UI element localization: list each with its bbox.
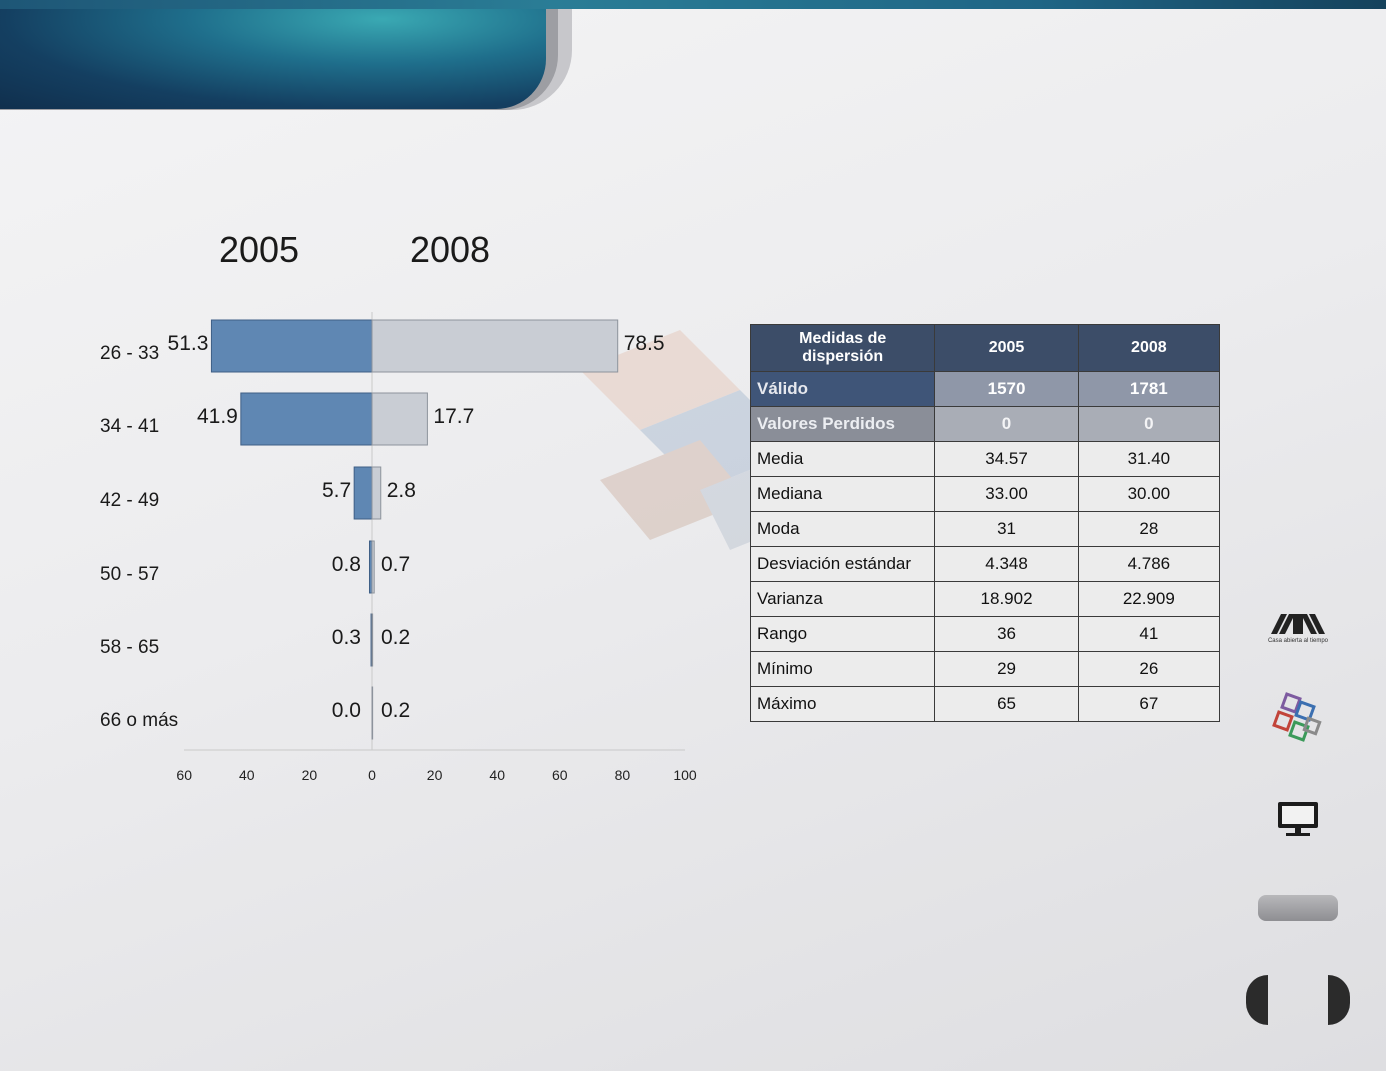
x-tick-label: 20: [302, 767, 318, 783]
legend-2005: 2005: [219, 229, 299, 270]
dispersion-table: Medidas de dispersión 2005 2008 Válido 15…: [749, 324, 1221, 722]
value-2008: 1781: [1077, 371, 1221, 407]
legend-2008: 2008: [410, 229, 490, 270]
value-label-2005: 51.3: [168, 332, 209, 355]
value-label-2008: 0.2: [381, 699, 410, 722]
value-2005: 1570: [934, 371, 1079, 407]
value-2008: 26: [1077, 651, 1221, 687]
category-label: 34 - 41: [100, 416, 159, 437]
header-2008: 2008: [1077, 324, 1221, 372]
row-label: Válido: [749, 371, 936, 407]
value-2005: 65: [934, 686, 1079, 722]
table-row: Mediana 33.00 30.00: [749, 476, 1221, 512]
value-label-2008: 17.7: [433, 405, 474, 428]
bar-2008: [371, 392, 428, 446]
bar-2008: [371, 686, 374, 740]
value-2008: 22.909: [1077, 581, 1221, 617]
value-2008: 41: [1077, 616, 1221, 652]
value-label-2008: 0.2: [381, 626, 410, 649]
value-label-2008: 2.8: [387, 479, 416, 502]
table-row: Válido 1570 1781: [749, 371, 1221, 407]
value-label-2005: 41.9: [197, 405, 238, 428]
header-tab: [0, 9, 546, 109]
value-label-2005: 5.7: [322, 479, 351, 502]
cubes-logo-icon[interactable]: [1270, 690, 1326, 748]
value-2005: 4.348: [934, 546, 1079, 582]
uam-tagline: Casa abierta al tiempo: [1267, 638, 1329, 644]
next-slide-button[interactable]: [1328, 975, 1350, 1025]
row-label: Rango: [749, 616, 936, 652]
table-row: Desviación estándar 4.348 4.786: [749, 546, 1221, 582]
monitor-icon[interactable]: [1276, 800, 1320, 838]
row-label: Valores Perdidos: [749, 406, 936, 442]
x-tick-label: 60: [552, 767, 568, 783]
value-label-2008: 78.5: [624, 332, 665, 355]
uam-logo-icon: [1271, 614, 1325, 634]
header-2005: 2005: [934, 324, 1079, 372]
value-2008: 31.40: [1077, 441, 1221, 477]
x-tick-label: 20: [427, 767, 443, 783]
uam-logo[interactable]: Casa abierta al tiempo: [1266, 612, 1330, 652]
value-2008: 4.786: [1077, 546, 1221, 582]
bar-2008: [371, 613, 374, 667]
value-2008: 30.00: [1077, 476, 1221, 512]
row-label: Desviación estándar: [749, 546, 936, 582]
value-2005: 0: [934, 406, 1079, 442]
x-tick-label: 40: [489, 767, 505, 783]
bar-2005: [210, 319, 373, 373]
table-row: Rango 36 41: [749, 616, 1221, 652]
header-measures: Medidas de dispersión: [749, 324, 936, 372]
value-label-2005: 0.0: [332, 699, 361, 722]
row-label: Media: [749, 441, 936, 477]
bar-2005: [353, 466, 373, 520]
x-tick-label: 40: [239, 767, 255, 783]
row-label: Moda: [749, 511, 936, 547]
table-row: Varianza 18.902 22.909: [749, 581, 1221, 617]
value-2005: 34.57: [934, 441, 1079, 477]
age-distribution-chart: 2005 2008 26 - 33 51.3 78.5 34 - 41 41.9 17.7…: [100, 229, 697, 783]
value-label-2008: 0.7: [381, 553, 410, 576]
table-row: Mínimo 29 26: [749, 651, 1221, 687]
bar-2008: [371, 540, 375, 594]
value-2008: 28: [1077, 511, 1221, 547]
top-accent-bar: [0, 0, 1386, 9]
value-label-2005: 0.3: [332, 626, 361, 649]
bar-2005: [240, 392, 373, 446]
bar-2008: [371, 466, 382, 520]
row-label: Varianza: [749, 581, 936, 617]
x-tick-label: 60: [176, 767, 192, 783]
table-row: Valores Perdidos 0 0: [749, 406, 1221, 442]
category-label: 50 - 57: [100, 564, 159, 585]
category-label: 26 - 33: [100, 343, 159, 364]
x-tick-label: 100: [673, 767, 697, 783]
row-label: Mínimo: [749, 651, 936, 687]
table-row: Máximo 65 67: [749, 686, 1221, 722]
value-2005: 18.902: [934, 581, 1079, 617]
menu-button[interactable]: [1258, 895, 1338, 921]
value-2008: 0: [1077, 406, 1221, 442]
previous-slide-button[interactable]: [1246, 975, 1268, 1025]
table-row: Media 34.57 31.40: [749, 441, 1221, 477]
value-label-2005: 0.8: [332, 553, 361, 576]
value-2005: 36: [934, 616, 1079, 652]
table-row: Moda 31 28: [749, 511, 1221, 547]
x-tick-label: 80: [615, 767, 631, 783]
value-2005: 33.00: [934, 476, 1079, 512]
value-2005: 31: [934, 511, 1079, 547]
value-2005: 29: [934, 651, 1079, 687]
row-label: Mediana: [749, 476, 936, 512]
x-tick-label: 0: [368, 767, 376, 783]
value-2008: 67: [1077, 686, 1221, 722]
table-header-row: Medidas de dispersión 2005 2008: [749, 324, 1221, 372]
category-label: 58 - 65: [100, 637, 159, 658]
category-label: 42 - 49: [100, 490, 159, 511]
bar-2008: [371, 319, 619, 373]
row-label: Máximo: [749, 686, 936, 722]
category-label: 66 o más: [100, 710, 178, 731]
